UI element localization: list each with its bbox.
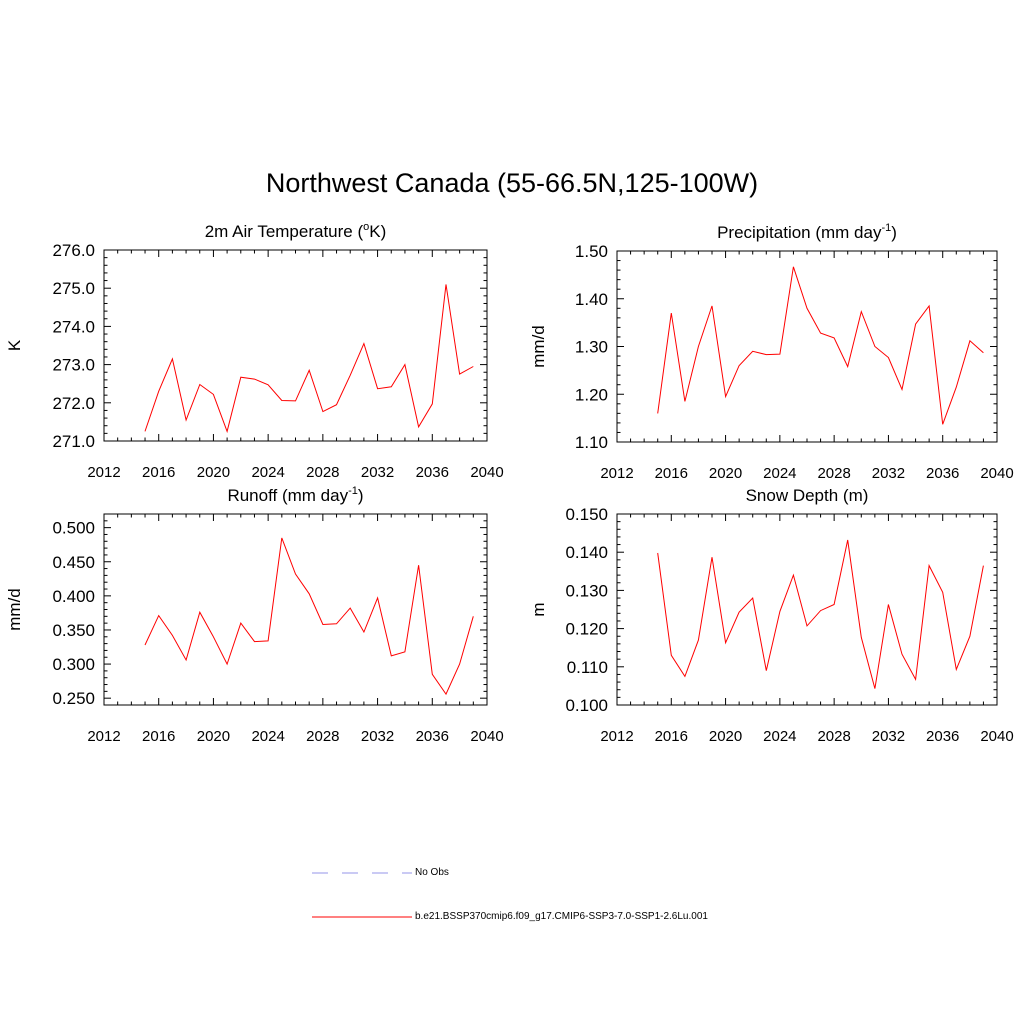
- y-axis-label: K: [5, 339, 24, 351]
- y-tick-label: 0.150: [565, 505, 608, 524]
- panel-title: Runoff (mm day-1): [227, 485, 363, 505]
- x-tick-label: 2024: [763, 728, 796, 745]
- legend-label-model: b.e21.BSSP370cmip6.f09_g17.CMIP6-SSP3-7.…: [415, 911, 708, 922]
- plot-frame: [616, 250, 998, 443]
- y-tick-label: 0.130: [565, 581, 608, 600]
- x-tick-label: 2036: [926, 728, 959, 745]
- panel-title: 2m Air Temperature (oK): [205, 221, 387, 241]
- y-tick-label: 0.400: [52, 587, 95, 606]
- y-tick-label: 0.250: [52, 689, 95, 708]
- panel-title-main: 2m Air Temperature (: [205, 222, 364, 241]
- x-tick-label: 2040: [980, 465, 1013, 482]
- y-axis-label: mm/d: [5, 588, 24, 631]
- y-tick-label: 1.30: [575, 338, 608, 357]
- panel-title-sup: -1: [881, 222, 891, 234]
- series-line: [144, 284, 474, 434]
- y-axis-label: mm/d: [529, 325, 548, 368]
- chart-panel-1: 2012 2016 2020 2024 2028 2032 2036 2040 271.0 272…: [5, 221, 504, 481]
- panel-title: Snow Depth (m): [746, 486, 869, 505]
- chart-panel-4: 2012 2016 2020 2024 2028 2032 2036 2040 0.100 0.1…: [529, 486, 1014, 745]
- x-tick-label: 2036: [416, 464, 449, 481]
- panel-title-sup: -1: [348, 485, 358, 497]
- x-tick-label: 2012: [87, 728, 120, 745]
- y-tick-label: 0.350: [52, 621, 95, 640]
- panel-title-main: Precipitation (mm day: [717, 223, 882, 242]
- x-tick-label: 2040: [470, 464, 503, 481]
- y-tick-label: 275.0: [52, 279, 95, 298]
- y-tick-label: 1.40: [575, 290, 608, 309]
- y-tick-label: 0.500: [52, 519, 95, 538]
- x-tick-label: 2032: [872, 465, 905, 482]
- y-tick-label: 0.300: [52, 655, 95, 674]
- x-tick-label: 2024: [251, 464, 284, 481]
- x-tick-label: 2012: [87, 464, 120, 481]
- x-tick-label: 2020: [709, 728, 742, 745]
- x-tick-label: 2032: [361, 728, 394, 745]
- x-tick-label: 2024: [763, 465, 796, 482]
- x-tick-label: 2012: [600, 465, 633, 482]
- chart-panel-3: 2012 2016 2020 2024 2028 2032 2036 2040 0.250 0.3…: [5, 485, 504, 745]
- series-line: [144, 537, 474, 696]
- panel-title-tail: K): [369, 222, 386, 241]
- x-tick-label: 2028: [306, 728, 339, 745]
- panel-title: Precipitation (mm day-1): [717, 222, 897, 242]
- x-tick-label: 2028: [306, 464, 339, 481]
- x-tick-label: 2024: [251, 728, 284, 745]
- x-tick-label: 2036: [416, 728, 449, 745]
- x-tick-label: 2028: [817, 728, 850, 745]
- y-tick-label: 274.0: [52, 317, 95, 336]
- legend-label-no-obs: No Obs: [415, 867, 449, 878]
- plot-frame: [103, 513, 488, 706]
- panel-title-main: Runoff (mm day: [227, 486, 348, 505]
- x-tick-label: 2032: [361, 464, 394, 481]
- x-tick-label: 2016: [655, 465, 688, 482]
- x-tick-label: 2012: [600, 728, 633, 745]
- x-tick-label: 2028: [817, 465, 850, 482]
- plot-frame: [103, 249, 488, 442]
- y-tick-label: 0.140: [565, 543, 608, 562]
- x-tick-label: 2020: [197, 464, 230, 481]
- x-tick-label: 2020: [709, 465, 742, 482]
- x-tick-label: 2036: [926, 465, 959, 482]
- panel-title-main: Snow Depth (m): [746, 486, 869, 505]
- y-tick-label: 271.0: [52, 432, 95, 451]
- x-tick-label: 2020: [197, 728, 230, 745]
- chart-panel-2: 2012 2016 2020 2024 2028 2032 2036 2040 1.10 1.20…: [529, 222, 1014, 482]
- series-line: [657, 266, 984, 425]
- x-tick-label: 2016: [655, 728, 688, 745]
- plot-frame: [616, 513, 998, 706]
- y-tick-label: 1.50: [575, 242, 608, 261]
- y-tick-label: 1.20: [575, 385, 608, 404]
- x-tick-label: 2040: [980, 728, 1013, 745]
- y-tick-label: 272.0: [52, 394, 95, 413]
- y-tick-label: 0.110: [567, 658, 608, 677]
- y-tick-label: 1.10: [575, 433, 608, 452]
- panel-title-tail: ): [358, 486, 364, 505]
- y-tick-label: 273.0: [52, 356, 95, 375]
- panel-title-tail: ): [891, 223, 897, 242]
- x-tick-label: 2016: [142, 728, 175, 745]
- y-tick-label: 0.120: [565, 620, 608, 639]
- series-line: [657, 539, 984, 689]
- figure-title: Northwest Canada (55-66.5N,125-100W): [265, 168, 759, 198]
- y-axis-label: m: [529, 602, 548, 616]
- y-tick-label: 0.100: [565, 696, 608, 715]
- x-tick-label: 2040: [470, 728, 503, 745]
- x-tick-label: 2032: [872, 728, 905, 745]
- y-tick-label: 0.450: [52, 553, 95, 572]
- y-tick-label: 276.0: [52, 241, 95, 260]
- x-tick-label: 2016: [142, 464, 175, 481]
- panel-title-sup: o: [363, 221, 369, 233]
